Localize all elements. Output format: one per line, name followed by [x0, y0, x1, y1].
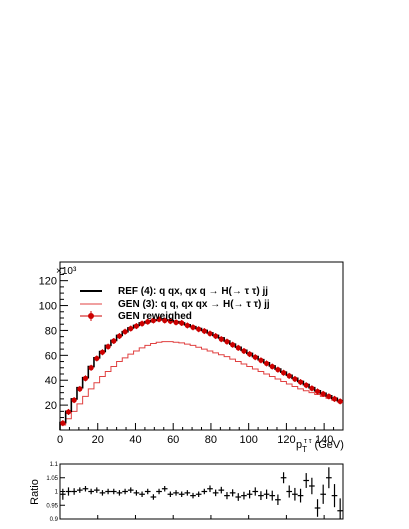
- main-y-tick-label: 80: [45, 325, 57, 337]
- ratio-x-axis-ticks: [59, 515, 325, 519]
- reweighed-point: [71, 397, 77, 403]
- x-axis-label-sup: τ τ: [304, 438, 312, 445]
- reweighed-point: [263, 360, 270, 367]
- reweighed-point: [133, 323, 140, 329]
- main-x-tick-label: 140: [315, 434, 333, 446]
- ratio-y-tick-label: 0.9: [50, 517, 59, 523]
- y-axis-exponent-label: ×10³: [56, 266, 77, 277]
- reweighed-point: [303, 382, 309, 388]
- ratio-y-axis-ticks: 0.9 0.95 1 1.05 1.1: [46, 462, 65, 523]
- reweighed-point: [207, 330, 213, 337]
- reweighed-point: [218, 336, 224, 342]
- reweighed-point: [94, 355, 100, 362]
- reweighed-point: [156, 316, 162, 322]
- reweighed-point: [309, 385, 315, 391]
- ratio-points-group: [60, 467, 343, 519]
- main-x-tick-label: 120: [277, 434, 295, 446]
- ratio-y-tick-label: 1.05: [46, 476, 58, 482]
- main-series-group: [59, 316, 343, 430]
- reweighed-point: [128, 325, 134, 332]
- legend: REF (4): q qx, qx q → H(→ τ τ) jj GEN (3…: [80, 286, 270, 322]
- reweighed-point: [241, 348, 247, 354]
- reweighed-point: [111, 338, 117, 344]
- reweighed-point: [82, 375, 89, 381]
- main-x-axis-ticks: 0 20 40 60 80 100 120 140: [57, 423, 335, 446]
- reweighed-point: [105, 344, 111, 350]
- x-axis-label-unit: (GeV): [312, 439, 344, 451]
- legend-label-reweighed: GEN reweighed: [118, 311, 192, 322]
- reweighed-point: [150, 317, 156, 324]
- reweighed-point: [286, 373, 292, 379]
- reweighed-point: [280, 370, 287, 376]
- reweighed-point: [275, 367, 281, 373]
- ratio-y-tick-label: 1: [55, 490, 59, 496]
- reweighed-point: [297, 379, 304, 385]
- reweighed-point: [162, 317, 168, 324]
- legend-swatch-reweighed-marker: [88, 313, 94, 319]
- reweighed-point: [320, 391, 326, 397]
- reweighed-point: [326, 393, 332, 399]
- reweighed-point: [235, 345, 241, 351]
- reweighed-point: [314, 388, 321, 395]
- main-x-tick-label: 60: [167, 434, 179, 446]
- main-y-tick-label: 120: [39, 276, 57, 288]
- legend-label-gen: GEN (3): q q, qx qx → H(→ τ τ) jj: [118, 299, 270, 310]
- reweighed-point: [196, 326, 202, 332]
- reweighed-point: [145, 319, 151, 325]
- reweighed-point: [173, 319, 179, 325]
- legend-label-ref: REF (4): q qx, qx q → H(→ τ τ) jj: [118, 286, 268, 297]
- reweighed-point: [77, 386, 83, 392]
- reweighed-point: [331, 396, 338, 402]
- main-x-tick-label: 0: [57, 434, 63, 446]
- ratio-y-tick-label: 0.95: [46, 503, 58, 509]
- main-x-tick-label: 80: [205, 434, 217, 446]
- series-gen-line: [59, 341, 343, 430]
- reweighed-point: [252, 354, 258, 360]
- reweighed-point: [179, 320, 185, 326]
- reweighed-point: [88, 365, 94, 371]
- reweighed-point: [247, 351, 253, 357]
- reweighed-point: [184, 322, 190, 329]
- main-y-tick-label: 40: [45, 375, 57, 387]
- reweighed-point: [99, 349, 106, 355]
- reweighed-point: [167, 318, 173, 324]
- main-x-tick-label: 100: [239, 434, 257, 446]
- main-x-tick-label: 40: [129, 434, 141, 446]
- reweighed-point: [65, 409, 72, 415]
- main-x-tick-label: 20: [92, 434, 104, 446]
- reweighed-point: [213, 333, 219, 339]
- reweighed-point: [139, 321, 145, 327]
- reweighed-point: [258, 357, 264, 363]
- main-plot-panel: 20 40 60 80 100 120 0 20 40 60 80 100 120 140 ×10³ p…: [39, 261, 344, 454]
- reweighed-point: [292, 376, 298, 382]
- main-y-tick-label: 60: [45, 350, 57, 362]
- x-axis-label: pTτ τ (GeV): [296, 438, 344, 454]
- reweighed-point: [269, 363, 275, 370]
- main-y-tick-label: 100: [39, 301, 57, 313]
- x-axis-label-sub: T: [302, 445, 307, 454]
- reweighed-point: [224, 339, 230, 345]
- reweighed-point: [337, 398, 343, 404]
- reweighed-point: [230, 342, 236, 348]
- reweighed-point: [60, 420, 66, 426]
- reweighed-point: [201, 328, 207, 334]
- reweighed-point: [116, 333, 123, 339]
- main-y-tick-label: 20: [45, 400, 57, 412]
- series-ref-line: [59, 319, 343, 430]
- ratio-y-tick-label: 1.1: [50, 462, 59, 468]
- reweighed-point: [122, 329, 128, 335]
- reweighed-point: [190, 324, 196, 330]
- x-axis-label-main: p: [296, 439, 302, 451]
- ratio-plot-panel: 0.9 0.95 1 1.05 1.1 Ratio: [29, 462, 344, 523]
- main-y-axis-ticks: 20 40 60 80 100 120: [39, 267, 68, 425]
- ratio-y-axis-label: Ratio: [29, 479, 41, 505]
